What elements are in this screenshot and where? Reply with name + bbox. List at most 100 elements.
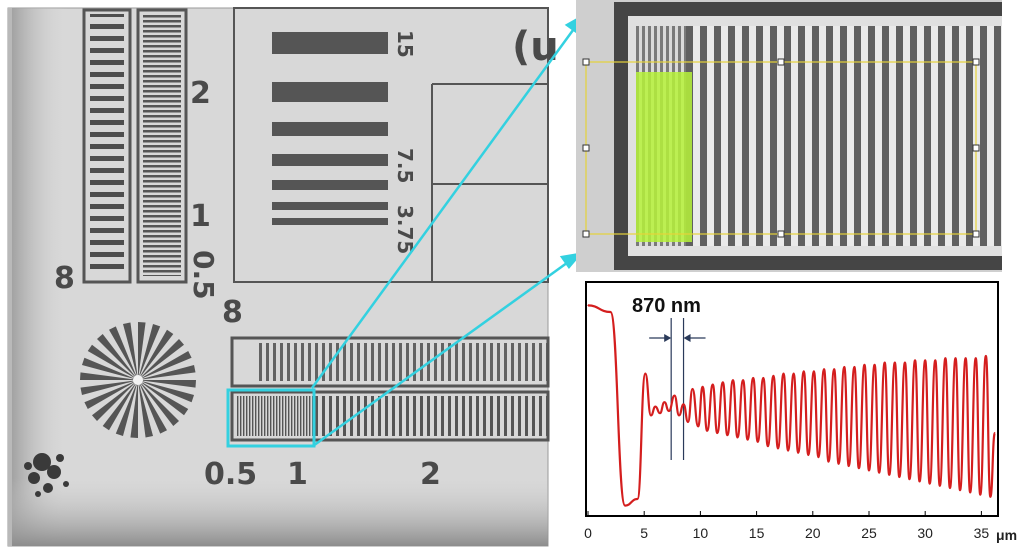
profile-trough-point bbox=[736, 436, 739, 438]
roi-handles[interactable] bbox=[582, 58, 980, 238]
profile-trough-point bbox=[659, 412, 661, 414]
profile-trough-point bbox=[636, 498, 639, 500]
x-tick-label: 0 bbox=[584, 525, 592, 541]
profile-trough-point bbox=[838, 463, 840, 465]
profile-extrema bbox=[587, 304, 996, 507]
profile-peak-point bbox=[904, 362, 906, 364]
scale-label-2: 2 bbox=[190, 76, 211, 111]
profile-trough-point bbox=[587, 304, 589, 306]
profile-trough-point bbox=[777, 447, 779, 449]
siemens-star-spoke bbox=[80, 380, 138, 396]
bar-group-bottom-lower bbox=[230, 390, 550, 442]
siemens-star-spoke bbox=[138, 338, 185, 380]
profile-peak-point bbox=[975, 357, 977, 359]
profile-trough-point bbox=[827, 461, 830, 463]
profile-trough-point bbox=[716, 432, 718, 434]
selection-box[interactable] bbox=[226, 388, 316, 448]
profile-peak-point bbox=[654, 406, 657, 408]
siemens-star-spoke bbox=[109, 326, 138, 380]
scale-label-0-5-rotated: 0.5 bbox=[187, 250, 220, 300]
scale-label-2-bottom: 2 bbox=[420, 457, 441, 492]
profile-trough-point bbox=[668, 410, 670, 412]
x-tick-label: 10 bbox=[693, 525, 709, 541]
profile-peak-point bbox=[702, 386, 704, 388]
profile-peak-point bbox=[772, 375, 775, 377]
profile-trough-point bbox=[757, 441, 759, 443]
profile-peak-point bbox=[944, 357, 947, 359]
profile-trough-point bbox=[650, 414, 652, 416]
siemens-star-spoke bbox=[80, 372, 138, 380]
xray-micrograph: 2 1 8 0.5 8 15 7.5 3.75 (u bbox=[7, 7, 559, 547]
bar-group-fine-vertical bbox=[136, 8, 188, 284]
x-tick-label: 30 bbox=[917, 525, 933, 541]
profile-trough-point bbox=[858, 467, 860, 469]
profile-trough-point bbox=[868, 469, 870, 471]
x-tick-label: 15 bbox=[749, 525, 765, 541]
siemens-star-spoke bbox=[84, 380, 138, 409]
profile-peak-point bbox=[782, 373, 785, 375]
zoomed-inset bbox=[576, 0, 1002, 272]
profile-trough-point bbox=[747, 439, 749, 441]
profile-peak-point bbox=[752, 377, 754, 379]
siemens-star-spoke bbox=[130, 380, 138, 438]
profile-trough-point bbox=[888, 474, 890, 476]
siemens-star-spoke bbox=[138, 380, 196, 388]
pattern-grid-box bbox=[233, 7, 549, 283]
siemens-star-center bbox=[133, 375, 143, 385]
profile-trough-point bbox=[807, 454, 809, 456]
siemens-star-spoke bbox=[138, 380, 180, 427]
profile-trough-point bbox=[939, 485, 941, 487]
profile-peak-point bbox=[954, 357, 957, 359]
profile-peak-point bbox=[894, 362, 896, 364]
x-tick-label: 20 bbox=[805, 525, 821, 541]
siemens-star-spoke bbox=[81, 357, 138, 380]
siemens-star-spoke bbox=[91, 380, 138, 422]
profile-peak-point bbox=[914, 359, 916, 361]
profile-trough-point bbox=[979, 494, 981, 496]
measurement-label: 870 nm bbox=[632, 295, 701, 317]
profile-peak-point bbox=[644, 373, 646, 375]
profile-trough-point bbox=[609, 311, 612, 313]
x-tick-label: 5 bbox=[640, 525, 648, 541]
profile-peak-point bbox=[663, 401, 666, 403]
siemens-star-spoke bbox=[138, 323, 161, 380]
profile-peak-point bbox=[682, 403, 685, 405]
profile-trough-point bbox=[989, 496, 991, 498]
profile-peak-point bbox=[985, 355, 987, 357]
profile-peak-point bbox=[712, 384, 714, 386]
bar-group-coarse-vertical bbox=[82, 8, 132, 284]
profile-peak-point bbox=[823, 368, 825, 370]
scale-label-paren: (u bbox=[512, 24, 559, 70]
siemens-star-spoke bbox=[138, 380, 154, 438]
measurement-annotation bbox=[649, 318, 706, 460]
profile-peak-point bbox=[762, 377, 764, 379]
profile-peak-point bbox=[863, 364, 866, 366]
profile-peak-point bbox=[843, 366, 845, 368]
profile-trough-point bbox=[969, 491, 971, 493]
siemens-star-spoke bbox=[138, 380, 167, 434]
debris-particle bbox=[24, 453, 69, 497]
siemens-star-spoke bbox=[138, 329, 174, 380]
siemens-star-spoke bbox=[138, 322, 146, 380]
profile-peak-point bbox=[722, 381, 724, 383]
scale-label-0-5: 0.5 bbox=[204, 457, 257, 492]
profile-peak-point bbox=[813, 370, 815, 372]
siemens-star-spoke bbox=[138, 380, 195, 403]
profile-trough-point bbox=[898, 476, 900, 478]
bar-group-bottom-upper bbox=[230, 336, 550, 388]
profile-trough-point bbox=[817, 456, 820, 458]
scale-label-8: 8 bbox=[54, 261, 75, 296]
siemens-star-spoke bbox=[102, 380, 138, 431]
profile-trough-point bbox=[726, 434, 728, 436]
profile-trough-point bbox=[878, 472, 880, 474]
profile-trough-point bbox=[908, 478, 911, 480]
scale-label-7-5: 7.5 bbox=[393, 148, 417, 183]
profile-peak-point bbox=[673, 395, 676, 397]
profile-peak-point bbox=[934, 359, 936, 361]
profile-trough-point bbox=[949, 487, 951, 489]
siemens-star-spoke bbox=[138, 380, 189, 416]
profile-trough-point bbox=[767, 445, 769, 447]
scale-label-8-box: 8 bbox=[222, 295, 243, 330]
profile-trough-point bbox=[797, 452, 799, 454]
